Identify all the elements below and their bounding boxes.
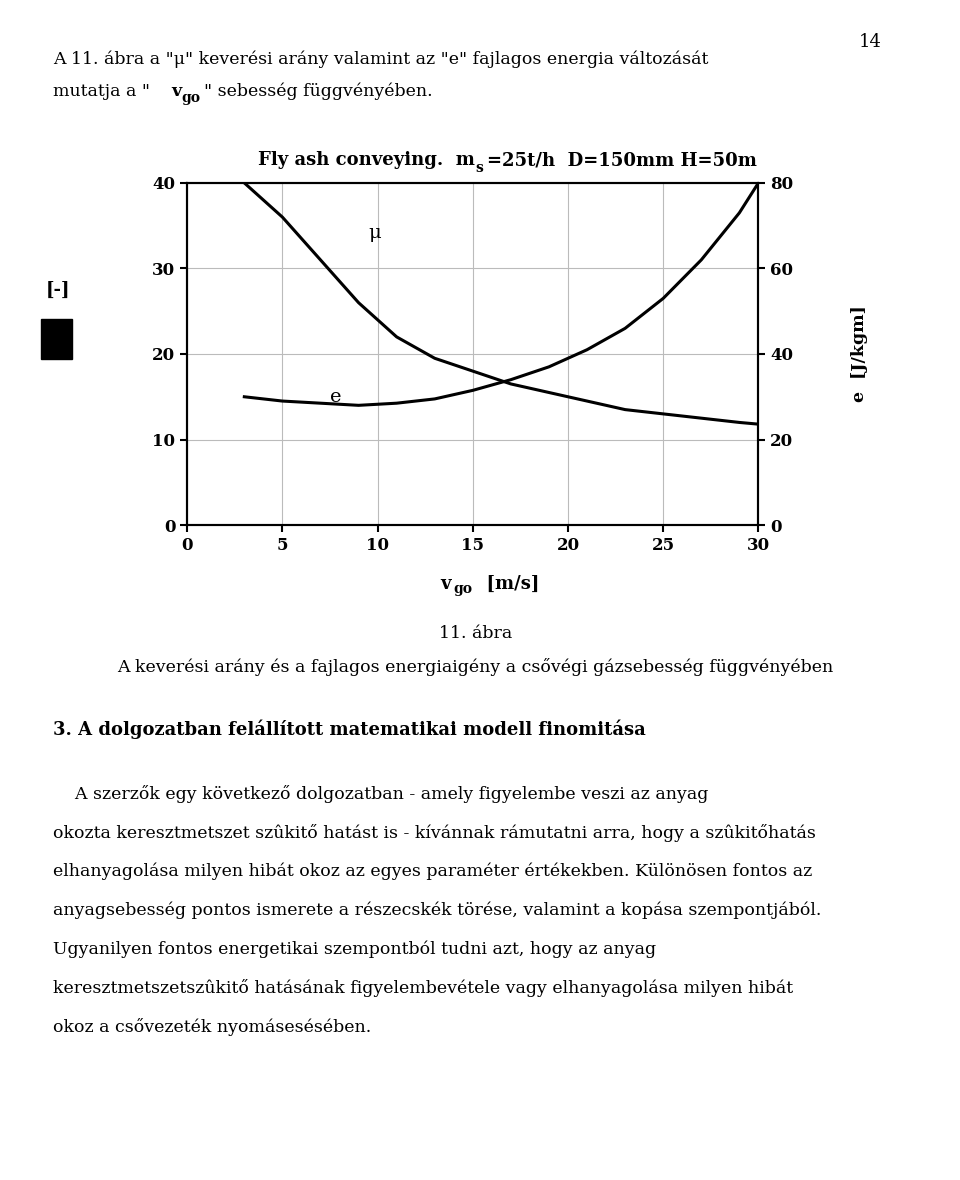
Text: A 11. ábra a "μ" keverési arány valamint az "e" fajlagos energia változását: A 11. ábra a "μ" keverési arány valamint…	[53, 51, 708, 68]
Text: keresztmetszetszûkitő hatásának figyelembevétele vagy elhanyagolása milyen hibát: keresztmetszetszûkitő hatásának figyelem…	[53, 979, 793, 997]
Text: go: go	[181, 91, 201, 105]
Text: go: go	[453, 582, 472, 596]
Text: okozta keresztmetszet szûkitő hatást is - kívánnak rámutatni arra, hogy a szûkit: okozta keresztmetszet szûkitő hatást is …	[53, 824, 816, 841]
Text: elhanyagolása milyen hibát okoz az egyes paraméter értékekben. Különösen fontos : elhanyagolása milyen hibát okoz az egyes…	[53, 863, 812, 880]
Text: μ: μ	[368, 224, 381, 242]
Text: e  [J/kgm]: e [J/kgm]	[851, 306, 868, 402]
Bar	[40, 319, 72, 359]
Text: A szerzők egy következő dolgozatban - amely figyelembe veszi az anyag: A szerzők egy következő dolgozatban - am…	[53, 785, 708, 802]
Text: " sebesség függvényében.: " sebesség függvényében.	[204, 83, 432, 100]
Text: Fly ash conveying.  m: Fly ash conveying. m	[258, 151, 475, 170]
Text: e: e	[330, 388, 342, 406]
Text: [-]: [-]	[45, 281, 70, 300]
Text: okoz a csővezeték nyomásesésében.: okoz a csővezeték nyomásesésében.	[53, 1018, 372, 1036]
Text: 3. A dolgozatban felállított matematikai modell finomitása: 3. A dolgozatban felállított matematikai…	[53, 720, 645, 740]
Text: mutatja a ": mutatja a "	[53, 83, 150, 99]
Text: 14: 14	[859, 33, 882, 51]
Text: v: v	[171, 83, 181, 99]
Text: =25t/h  D=150mm H=50m: =25t/h D=150mm H=50m	[487, 151, 756, 170]
Text: Ugyanilyen fontos energetikai szempontból tudni azt, hogy az anyag: Ugyanilyen fontos energetikai szempontbó…	[53, 940, 656, 958]
Text: 11. ábra: 11. ábra	[439, 625, 512, 642]
Text: s: s	[475, 160, 483, 175]
Text: v: v	[441, 575, 451, 592]
Text: A keverési arány és a fajlagos energiaigény a csővégi gázsebesség függvényében: A keverési arány és a fajlagos energiaig…	[117, 658, 833, 676]
Text: [m/s]: [m/s]	[474, 575, 540, 592]
Text: anyagsebesség pontos ismerete a részecskék törése, valamint a kopása szempontjáb: anyagsebesség pontos ismerete a részecsk…	[53, 902, 821, 919]
